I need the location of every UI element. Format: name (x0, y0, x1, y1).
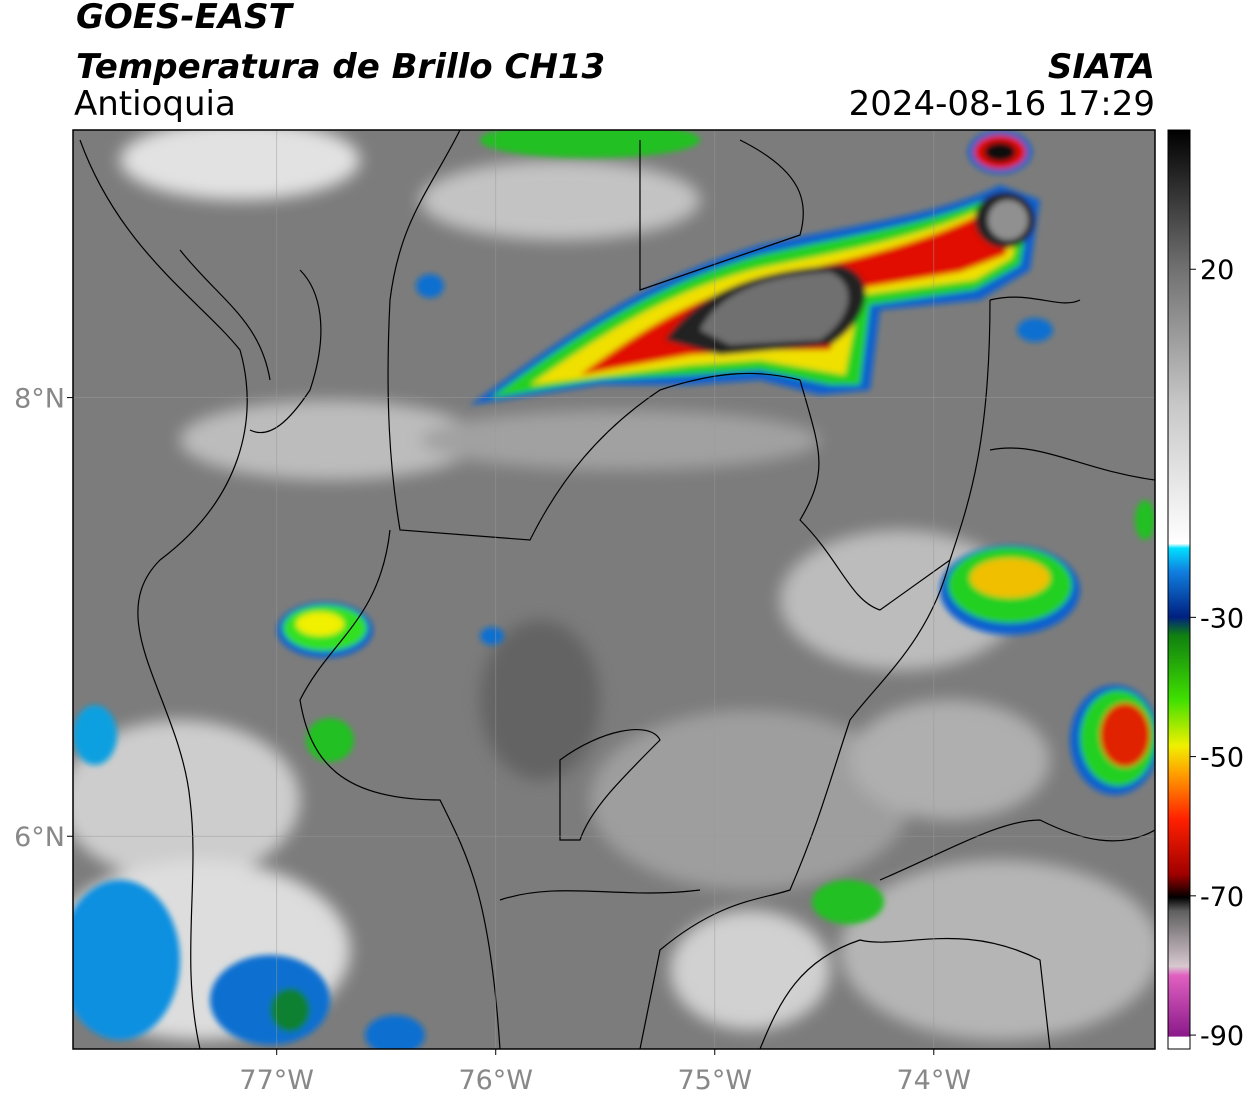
x-tick-label: 76°W (458, 1065, 533, 1096)
x-tick-label: 75°W (677, 1065, 752, 1096)
colorbar-label: -90 (1200, 1021, 1244, 1052)
source: SIATA (1048, 47, 1155, 87)
map-frame (72, 129, 1156, 1050)
colorbar (1167, 129, 1191, 1050)
satellite-image (73, 130, 1155, 1049)
colorbar-label: -50 (1200, 743, 1244, 774)
region: Antioquia (74, 84, 236, 124)
datetime: 2024-08-16 17:29 (849, 84, 1155, 124)
graticule (73, 130, 1155, 1049)
colorbar-label: -70 (1200, 882, 1244, 913)
x-tick-label: 74°W (897, 1065, 972, 1096)
y-tick-label: 6°N (14, 822, 65, 853)
x-tick-label: 77°W (239, 1065, 314, 1096)
colorbar-label: 20 (1200, 255, 1234, 286)
subtitle: Temperatura de Brillo CH13 (76, 47, 605, 87)
title: GOES-EAST (76, 0, 295, 37)
colorbar-label: -30 (1200, 603, 1244, 634)
y-tick-label: 8°N (14, 384, 65, 415)
